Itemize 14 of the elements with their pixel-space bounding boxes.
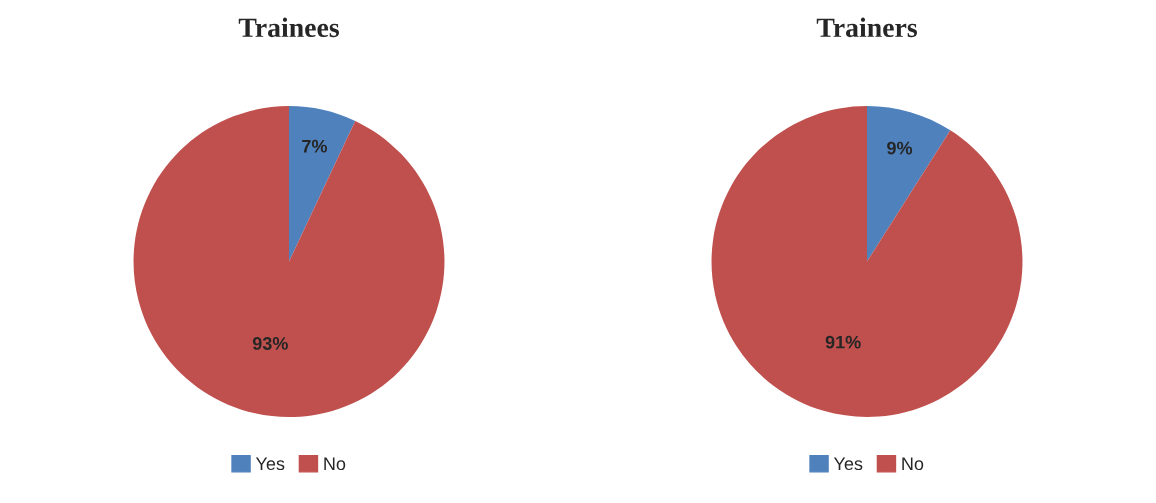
data-label: 93% — [252, 337, 288, 350]
chart-title: Trainers — [816, 17, 917, 38]
data-label: 7% — [302, 139, 328, 153]
data-label: 9% — [887, 141, 913, 155]
pie-slice — [711, 106, 1023, 418]
legend-label: No — [324, 457, 346, 471]
pie-slice — [867, 106, 951, 262]
legend-label: Yes — [833, 457, 863, 471]
pie-slice — [133, 106, 445, 418]
legend-label: Yes — [255, 457, 285, 471]
legend-label: No — [902, 457, 924, 471]
data-label: 91% — [825, 335, 861, 349]
chart-title: Trainees — [238, 17, 339, 38]
pie-slice — [289, 106, 356, 262]
